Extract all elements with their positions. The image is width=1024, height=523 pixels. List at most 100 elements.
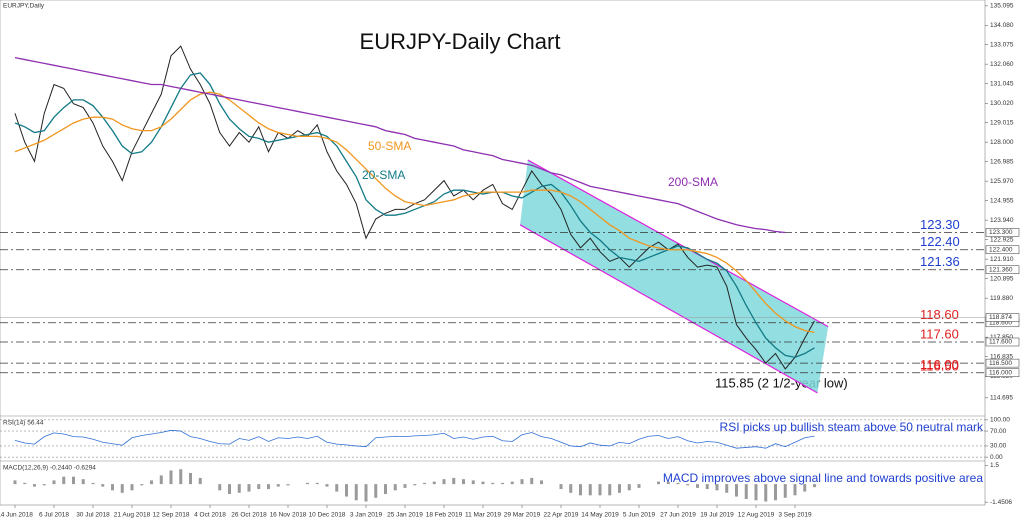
macd-bar — [657, 481, 660, 485]
macd-bar — [705, 484, 709, 490]
macd-bar — [315, 482, 319, 485]
macd-bar — [306, 482, 309, 485]
macd-bar — [579, 484, 582, 496]
macd-bar — [618, 484, 621, 493]
x-tick-label: 18 Feb 2019 — [426, 512, 463, 519]
level-box — [985, 358, 1020, 368]
macd-bar — [286, 484, 290, 486]
macd-bar — [686, 484, 690, 486]
macd-bar — [452, 477, 456, 485]
macd-bar — [813, 484, 816, 488]
macd-bar — [130, 484, 134, 491]
macd-label: MACD(12,26,9) -0.2440 -0.6294 — [3, 465, 96, 472]
y-tick-label: 134.080 — [990, 22, 1014, 29]
y-tick-label: 130.020 — [990, 100, 1014, 107]
macd-bar — [774, 484, 777, 501]
macd-bar — [510, 481, 514, 485]
macd-bar — [530, 477, 534, 485]
symbol-label: EURJPY,Daily — [3, 3, 45, 10]
macd-bar — [666, 481, 670, 485]
y-tick-label: 121.910 — [990, 256, 1014, 263]
macd-bar — [189, 472, 192, 485]
macd-bar — [793, 484, 797, 496]
channel-lower — [519, 224, 818, 394]
macd-bar — [111, 484, 114, 491]
level-label: 116.00 — [920, 357, 959, 372]
level-box — [985, 245, 1020, 255]
y-tick-label: 120.895 — [990, 275, 1014, 282]
macd-bar — [140, 484, 144, 486]
y-tick-label: 119.880 — [990, 295, 1013, 302]
level-label: 122.40 — [920, 234, 960, 249]
y-tick-label: 129.015 — [990, 119, 1014, 126]
macd-bar — [159, 475, 163, 485]
level-label: 123.30 — [920, 217, 960, 232]
y-tick-label: 123.940 — [990, 217, 1014, 224]
macd-bar — [218, 484, 222, 491]
x-tick-label: 3 Sep 2019 — [778, 512, 812, 519]
macd-bar — [120, 484, 124, 493]
macd-bar — [345, 484, 348, 497]
macd-bar — [384, 484, 387, 495]
macd-bar — [179, 469, 183, 485]
series-label: 200-SMA — [668, 175, 718, 189]
macd-bar — [803, 484, 807, 492]
x-tick-label: 22 Apr 2019 — [543, 512, 578, 519]
x-tick-label: 29 Mar 2019 — [504, 512, 541, 519]
level-label: 118.60 — [920, 307, 959, 322]
macd-bar — [13, 480, 17, 485]
x-tick-label: 12 Sep 2018 — [153, 512, 190, 519]
channel — [520, 160, 829, 393]
last-price-box — [985, 313, 1020, 322]
x-tick-label: 21 Aug 2018 — [114, 512, 151, 519]
macd-bar — [413, 484, 417, 486]
rsi-label: RSI(14) 56.44 — [3, 420, 44, 427]
x-tick-label: 16 Nov 2018 — [270, 512, 307, 519]
macd-bar — [481, 481, 485, 485]
channel-upper — [527, 159, 829, 328]
macd-bar — [627, 484, 631, 491]
x-tick-label: 14 May 2019 — [581, 512, 619, 519]
level-box — [985, 265, 1020, 274]
x-tick-label: 6 Jul 2018 — [39, 512, 69, 519]
x-tick-label: 14 Jun 2018 — [0, 512, 33, 519]
macd-bar — [725, 484, 729, 493]
y-tick-label: 126.985 — [990, 158, 1014, 165]
macd-bar — [91, 482, 95, 485]
level-label: 116.50 — [920, 359, 959, 374]
macd-note: MACD improves above signal line and towa… — [663, 471, 983, 485]
macd-bar — [354, 484, 358, 501]
macd-bar — [52, 480, 56, 485]
level-axis-label: 122.400 — [989, 246, 1013, 253]
macd-bar — [42, 484, 46, 486]
y-tick-label: 100.00 — [990, 417, 1010, 424]
y-tick-label: 30.00 — [990, 443, 1007, 450]
line — [14, 91, 815, 334]
x-tick-label: 26 Oct 2018 — [231, 512, 267, 519]
macd-bar — [608, 484, 612, 496]
macd-bar — [432, 481, 436, 485]
macd-bar — [257, 484, 261, 490]
y-tick-label: 131.045 — [990, 80, 1014, 87]
macd-bar — [559, 484, 563, 490]
series-label: 20-SMA — [362, 168, 405, 182]
macd-bar — [81, 479, 85, 485]
x-tick-label: 4 Oct 2018 — [194, 512, 226, 519]
x-tick-label: 10 Dec 2018 — [309, 512, 346, 519]
macd-bar — [101, 484, 105, 487]
x-tick-label: 5 Jun 2019 — [623, 512, 656, 519]
macd-bar — [744, 484, 748, 500]
y-tick-label: 132.060 — [990, 61, 1014, 68]
y-tick-label: 133.075 — [990, 41, 1014, 48]
macd-bar — [169, 470, 173, 485]
y-tick-label: 117.850 — [990, 334, 1013, 341]
x-tick-label: 27 Jun 2019 — [660, 512, 696, 519]
macd-bar — [150, 480, 153, 485]
macd-bar — [403, 484, 407, 488]
level-axis-label: 118.600 — [989, 319, 1012, 326]
level-label: 117.60 — [920, 326, 959, 341]
y-tick-label: 125.970 — [990, 178, 1014, 185]
line — [14, 72, 815, 359]
y-tick-label: 116.835 — [990, 353, 1013, 360]
